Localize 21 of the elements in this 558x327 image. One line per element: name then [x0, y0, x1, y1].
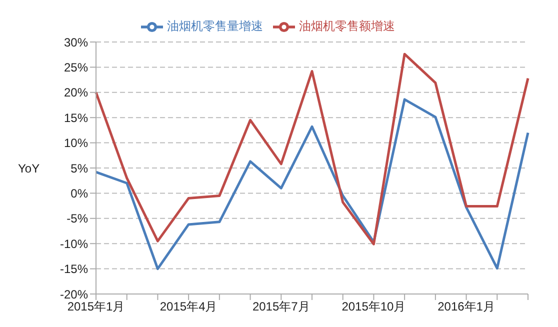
line-series: [94, 52, 530, 246]
y-tick-label: -5%: [66, 212, 88, 226]
x-tick-label: 2015年7月: [252, 300, 310, 314]
x-tick-label: 2015年1月: [67, 300, 125, 314]
y-tick-label: -20%: [60, 287, 88, 302]
y-axis-title: YoY: [18, 161, 40, 176]
y-tick-label: 10%: [64, 136, 88, 150]
y-tick-label: -10%: [60, 236, 88, 251]
y-tick-label: 25%: [64, 60, 88, 74]
y-tick-label: -15%: [60, 262, 88, 276]
x-tick-label: 2015年4月: [160, 300, 218, 314]
y-tick-label: 5%: [70, 161, 88, 176]
line-series: [94, 98, 530, 270]
y-tick-label: 20%: [64, 86, 88, 100]
y-tick-label: 0%: [70, 186, 88, 200]
x-tick-label: 2016年1月: [438, 300, 495, 314]
y-tick-label: 30%: [64, 35, 88, 50]
legend-label: 油烟机零售量增速: [167, 19, 263, 34]
legend-label: 油烟机零售额增速: [299, 19, 395, 34]
x-tick-label: 2015年10月: [342, 300, 406, 314]
y-tick-label: 15%: [64, 110, 88, 125]
